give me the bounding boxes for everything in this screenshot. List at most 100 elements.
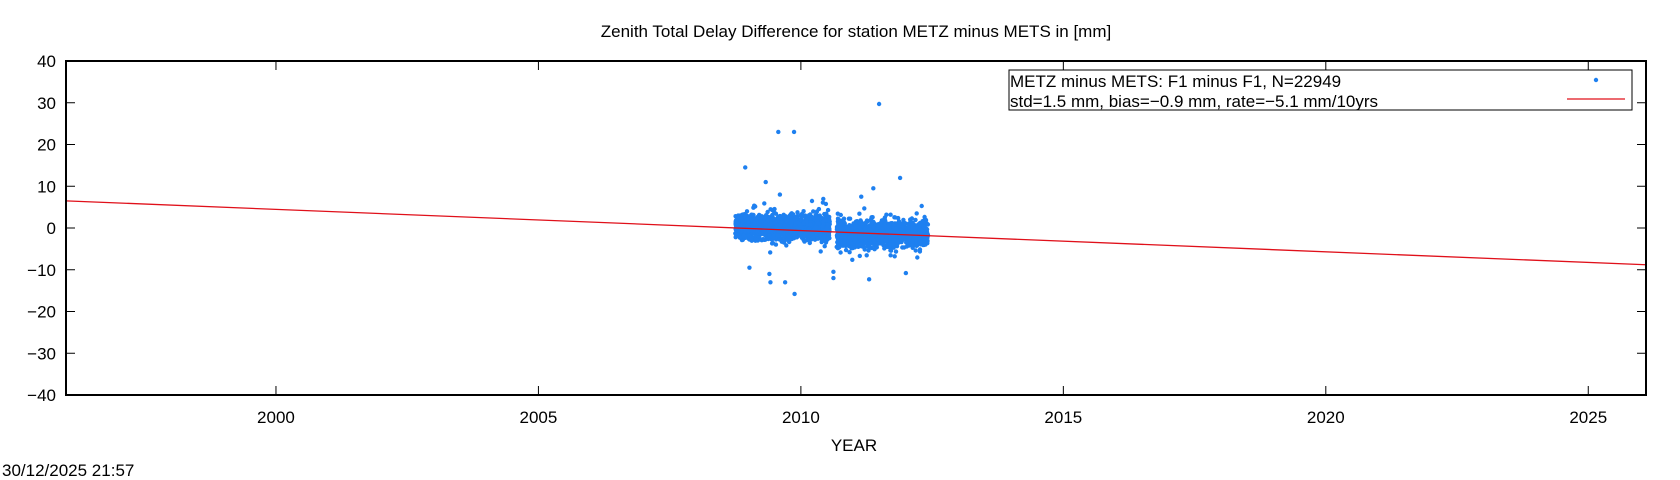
data-point (766, 236, 771, 242)
x-tick-label: 2020 (1307, 408, 1345, 427)
data-point (787, 214, 793, 220)
legend-box (1008, 69, 1633, 111)
data-point (921, 242, 927, 248)
data-point (865, 241, 871, 247)
data-point (863, 227, 868, 232)
plot-area (65, 101, 1647, 297)
data-point (821, 196, 826, 202)
data-point (865, 219, 870, 224)
data-point (835, 219, 841, 224)
legend-marker-points (1593, 77, 1599, 83)
data-point (865, 235, 870, 240)
data-point (820, 200, 826, 205)
data-point (756, 215, 761, 220)
data-point (814, 209, 820, 214)
data-point (864, 253, 869, 258)
y-tick-label: 40 (37, 52, 56, 71)
data-point (901, 217, 906, 223)
data-point (808, 222, 813, 227)
data-point (820, 224, 825, 229)
data-point (753, 237, 759, 242)
data-point (862, 206, 867, 211)
data-point (811, 209, 816, 214)
data-point (893, 235, 898, 240)
data-point (775, 233, 781, 238)
data-point (868, 218, 874, 224)
legend: METZ minus METS: F1 minus F1, N=22949 st… (1008, 69, 1633, 111)
data-point (850, 257, 855, 262)
data-point (801, 214, 806, 219)
y-tick-label: −30 (27, 344, 56, 363)
y-tick-label: −10 (27, 261, 56, 280)
data-point (822, 238, 827, 243)
data-point (825, 207, 831, 213)
data-point (795, 210, 800, 215)
data-point (846, 216, 852, 221)
data-point (741, 233, 746, 239)
data-point (763, 230, 768, 235)
data-point (909, 216, 915, 221)
data-point (924, 239, 930, 245)
data-point (825, 214, 830, 219)
data-point (759, 237, 765, 242)
data-point (834, 224, 840, 230)
data-point (885, 227, 891, 232)
data-point (785, 232, 790, 237)
data-point (822, 244, 827, 249)
data-point (919, 228, 924, 233)
data-point-outlier (859, 194, 864, 199)
data-point-outlier (747, 265, 752, 270)
data-point (794, 235, 800, 240)
data-point-outlier (777, 192, 783, 197)
x-axis-label: YEAR (831, 436, 877, 455)
data-point (838, 250, 843, 255)
data-point (888, 248, 893, 253)
data-point (842, 239, 847, 244)
data-point (895, 238, 900, 244)
data-point (763, 213, 769, 218)
plot-frame (65, 60, 1647, 396)
data-point (778, 220, 784, 225)
data-point (744, 213, 749, 218)
data-point (737, 234, 743, 240)
data-point (897, 220, 902, 225)
legend-label-line: std=1.5 mm, bias=−0.9 mm, rate=−5.1 mm/1… (1010, 92, 1378, 111)
data-point (859, 235, 865, 241)
data-point (917, 249, 923, 254)
data-point (867, 223, 872, 228)
data-point (878, 228, 883, 234)
data-point (857, 253, 862, 259)
data-point (884, 235, 889, 240)
data-point (768, 207, 773, 212)
data-point (744, 209, 750, 214)
data-point (855, 224, 860, 229)
data-point-outlier (768, 280, 773, 285)
data-point (913, 217, 918, 223)
data-point (857, 211, 862, 216)
data-point (835, 211, 840, 216)
data-point (770, 216, 776, 222)
data-point (752, 221, 757, 226)
data-point (770, 234, 776, 239)
data-point (835, 241, 841, 246)
data-point (841, 226, 846, 232)
data-point (892, 215, 898, 220)
data-point (915, 255, 920, 260)
data-point (773, 242, 779, 247)
data-point (844, 225, 850, 231)
data-point (910, 223, 916, 228)
data-point (907, 237, 912, 242)
y-tick-label: 0 (47, 219, 56, 238)
data-point (906, 225, 911, 231)
x-tick-label: 2025 (1569, 408, 1607, 427)
data-point (870, 215, 875, 220)
data-point (768, 250, 773, 255)
data-point (807, 240, 812, 246)
data-point (882, 223, 887, 228)
data-point (914, 236, 919, 242)
data-point (790, 218, 796, 223)
data-point (763, 221, 768, 226)
data-point (904, 240, 909, 245)
data-point (842, 221, 847, 226)
